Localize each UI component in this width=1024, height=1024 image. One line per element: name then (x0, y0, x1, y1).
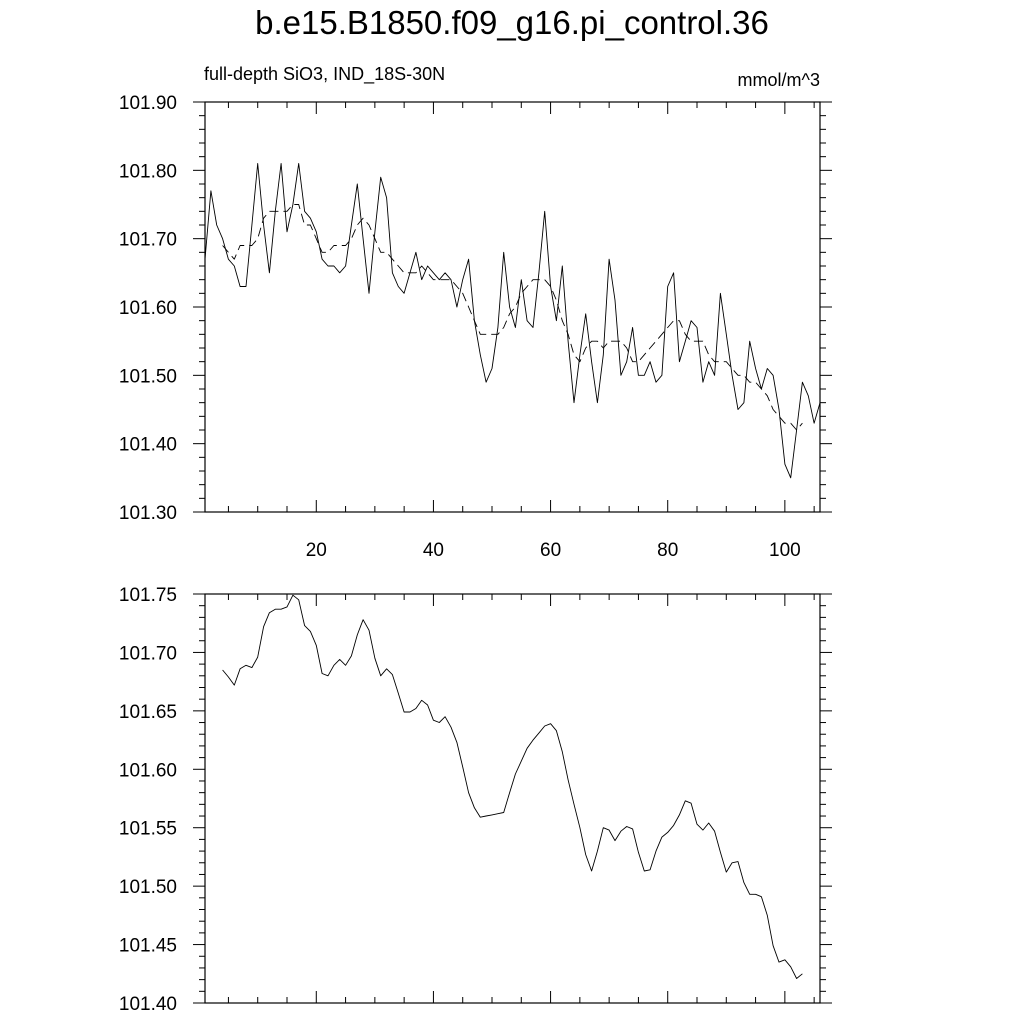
y-tick-label: 101.55 (119, 819, 177, 840)
series-line-annual (222, 594, 803, 979)
y-tick-label: 101.70 (119, 230, 177, 251)
y-tick-label: 101.90 (119, 93, 177, 114)
x-tick-label: 40 (423, 540, 444, 561)
y-tick-label: 101.40 (119, 994, 177, 1015)
y-tick-label: 101.50 (119, 366, 177, 387)
chart-title: b.e15.B1850.f09_g16.pi_control.36 (255, 4, 769, 41)
y-tick-label: 101.30 (119, 503, 177, 524)
y-tick-label: 101.65 (119, 702, 177, 723)
y-tick-label: 101.45 (119, 936, 177, 957)
series-line-annual (204, 163, 821, 479)
x-tick-label: 60 (540, 540, 561, 561)
plot-panel-2: 101.40 101.45 101.50 101.55 101.60 101.65 101.… (119, 585, 832, 1015)
series-line-smoothed (222, 204, 803, 431)
y-tick-label: 101.75 (119, 585, 177, 606)
x-tick-label: 80 (657, 540, 678, 561)
y-tick-label: 101.40 (119, 435, 177, 456)
y-tick-label: 101.60 (119, 298, 177, 319)
chart-units-label: mmol/m^3 (737, 70, 820, 90)
plot-frame (204, 593, 821, 1004)
y-tick-label: 101.60 (119, 760, 177, 781)
y-tick-label: 101.70 (119, 643, 177, 664)
y-tick-label: 101.80 (119, 161, 177, 182)
y-tick-label: 101.50 (119, 877, 177, 898)
plot-frame (204, 101, 821, 513)
chart-subtitle-left: full-depth SiO3, IND_18S-30N (204, 64, 446, 84)
x-tick-label: 100 (769, 540, 801, 561)
plot-panel-1: 20 40 60 80 100 101.30 101.40 101.50 101.60 101.7… (119, 93, 832, 561)
x-tick-label: 20 (306, 540, 327, 561)
